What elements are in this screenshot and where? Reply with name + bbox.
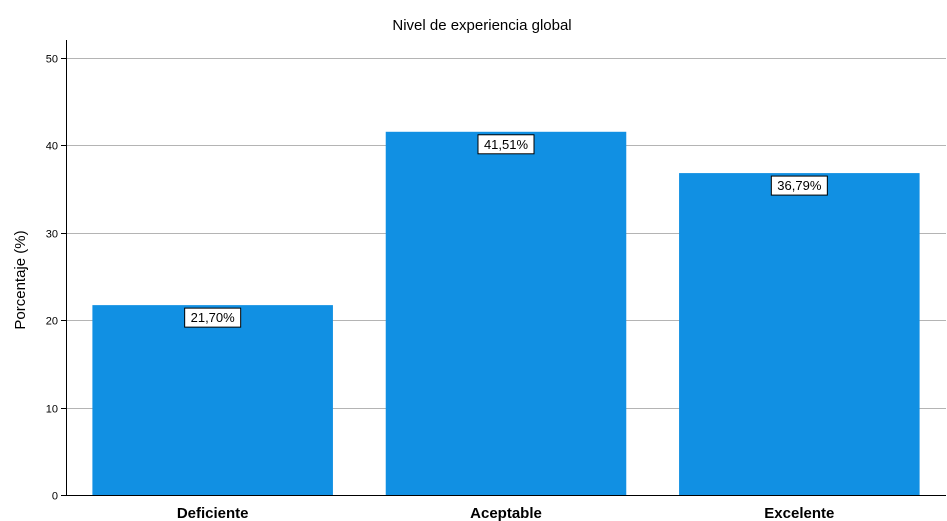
data-label-box xyxy=(184,307,242,328)
x-tick-labels: Deficiente Aceptable Excelente xyxy=(177,505,835,521)
data-label-box xyxy=(477,134,535,155)
bars xyxy=(92,131,920,495)
axes xyxy=(66,40,946,496)
chart-title: Nivel de experiencia global xyxy=(392,17,571,34)
x-tick-label: Excelente xyxy=(764,505,834,521)
data-labels: 21,70% 41,51% 36,79% xyxy=(184,134,828,328)
bar xyxy=(92,305,333,495)
y-tick-label: 50 xyxy=(46,54,58,66)
y-axis-label: Porcentaje (%) xyxy=(12,230,29,329)
data-label: 21,70% xyxy=(191,310,236,325)
y-tick-label: 20 xyxy=(46,316,58,328)
data-label: 41,51% xyxy=(484,137,529,152)
x-tick-label: Deficiente xyxy=(177,505,249,521)
bar xyxy=(385,131,627,495)
y-ticks: 0 10 20 30 40 50 xyxy=(46,54,66,503)
bar xyxy=(679,173,920,495)
x-tick-label: Aceptable xyxy=(470,505,542,521)
y-tick-label: 10 xyxy=(46,404,58,416)
y-tick-label: 40 xyxy=(46,141,58,153)
data-label-box xyxy=(770,175,828,196)
y-tick-label: 30 xyxy=(46,229,58,241)
y-tick-label: 0 xyxy=(52,491,58,503)
data-label: 36,79% xyxy=(777,178,822,193)
